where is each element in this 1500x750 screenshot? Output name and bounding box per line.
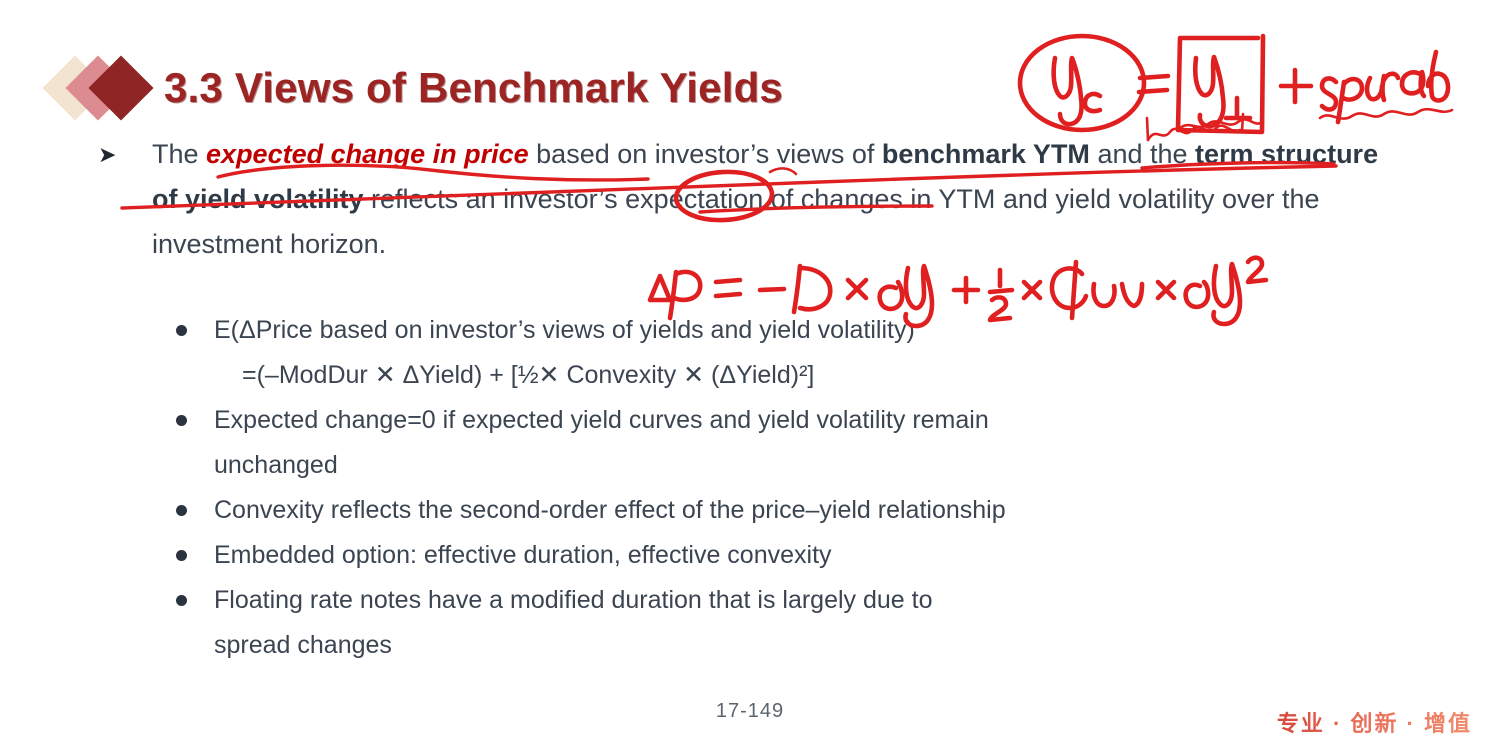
main-bullet: ➤ The expected change in price based on … [90,132,1392,267]
sub-bullet-line-2: unchanged [214,451,338,479]
sub-bullet-line-2: =(–ModDur ✕ ΔYield) + [½✕ Convexity ✕ (Δ… [242,361,815,389]
sub-bullet-line-1: Convexity reflects the second-order effe… [214,496,1006,524]
ink-formula-times-1 [845,277,869,301]
ink-formula-delta [647,273,673,303]
ink-handwriting-spread [1319,49,1451,125]
ink-squiggle-under-yT [1178,118,1264,130]
sub-bullet-item: Embedded option: effective duration, eff… [168,533,1428,578]
ink-formula-plus [951,275,981,305]
ink-formula-times-3 [1155,279,1177,301]
dot-bullet-icon [176,505,187,516]
sub-bullet-item: Floating rate notes have a modified dura… [168,578,1428,668]
ink-formula-minus [757,286,787,293]
diamond-logo-icon [42,55,156,121]
right-margin [1490,0,1500,750]
sub-bullet-item: Expected change=0 if expected yield curv… [168,398,1428,488]
ink-bracket-yT [1175,33,1266,135]
ink-equals-bottom [1136,87,1170,95]
sub-bullet-item: E(ΔPrice based on investor’s views of yi… [168,308,1428,398]
main-bullet-seg-4: and the [1089,139,1196,169]
sub-bullet-line-1: Floating rate notes have a modified dura… [214,586,933,614]
ink-formula-times-2 [1021,279,1043,301]
page-number: 17-149 [715,700,785,722]
ink-handwriting-yc [1051,55,1084,127]
ink-formula-D [791,263,833,315]
sub-bullet-line-1: Expected change=0 if expected yield curv… [214,406,989,434]
left-margin [0,0,8,750]
sub-bullet-line-2: spread changes [214,631,392,659]
main-bullet-seg-0: The [152,139,207,169]
slide-body: ➤ The expected change in price based on … [90,132,1410,267]
ink-formula-equals [713,277,743,299]
sub-bullet-line-1: E(ΔPrice based on investor’s views of yi… [214,316,915,344]
ink-squiggle-under-spread [1318,107,1454,120]
dot-bullet-icon [176,595,187,606]
arrow-bullet-icon: ➤ [98,142,117,167]
sub-bullet-line-1: Embedded option: effective duration, eff… [214,541,832,569]
ink-equals-top [1137,73,1171,81]
dot-bullet-icon [176,550,187,561]
main-bullet-seg-2: based on investor’s views of [528,139,882,169]
ink-ellipse-yc [1017,33,1147,133]
slide-title-row: 3.3 Views of Benchmark Yields [42,52,783,124]
page-title: 3.3 Views of Benchmark Yields [164,64,783,111]
sub-bullet-list: E(ΔPrice based on investor’s views of yi… [168,308,1428,668]
dot-bullet-icon [176,325,187,336]
ink-formula-half-bar [987,287,1015,295]
sub-bullet-item: Convexity reflects the second-order effe… [168,488,1428,533]
ink-handwriting-c [1082,91,1103,114]
ink-handwriting-yT [1192,54,1226,129]
main-bullet-seg-3: benchmark YTM [881,139,1090,169]
main-bullet-seg-1: expected change in price [206,139,529,169]
brand-slogan: 专业 · 创新 · 增值 [1277,706,1472,738]
dot-bullet-icon [176,415,187,426]
